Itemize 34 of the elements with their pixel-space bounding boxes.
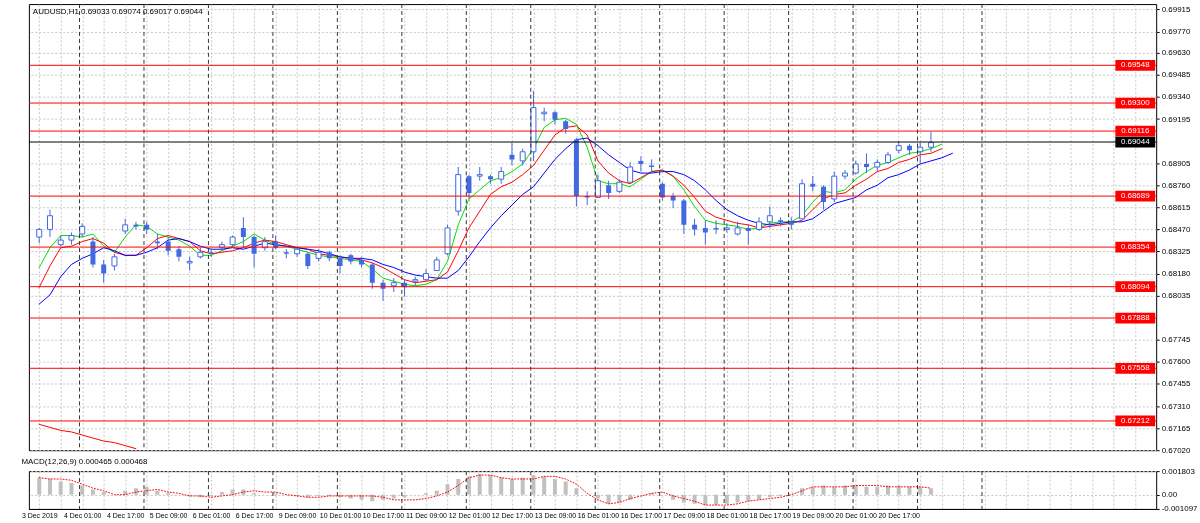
y-tick-label: 0.68470: [1161, 224, 1191, 234]
y-tick-label: 0.67020: [1161, 445, 1191, 455]
y-tick-label: 0.68760: [1161, 180, 1191, 190]
y-tick-label: 0.67455: [1161, 379, 1191, 389]
y-tick-label: 0.69195: [1161, 114, 1191, 124]
ref-line-label: 0.68689: [1120, 191, 1151, 201]
y-tick-label: -0.001097: [1161, 504, 1199, 514]
y-tick-label: 0.69630: [1161, 48, 1191, 58]
y-tick-label: 0.69340: [1161, 92, 1191, 102]
y-tick-label: 0.67745: [1161, 335, 1191, 345]
ref-line-label: 0.69116: [1121, 126, 1150, 136]
y-tick-label: 0.68180: [1161, 269, 1191, 279]
y-tick-label: 0.68905: [1161, 158, 1191, 168]
ref-line-label: 0.68354: [1120, 242, 1151, 252]
y-tick-label: 0.67165: [1161, 423, 1191, 433]
y-tick-label: 0.69915: [1161, 4, 1191, 14]
y-tick-label: 0.69770: [1161, 26, 1191, 36]
y-tick-label: 0.00: [1161, 490, 1178, 500]
ref-line-label: 0.67212: [1120, 415, 1151, 425]
chart-title: MACD(12,26,9) 0.000465 0.000468: [21, 457, 148, 467]
chart-title: AUDUSD,H1 0.69033 0.69074 0.69017 0.69044: [32, 7, 204, 17]
y-tick-label: 0.67600: [1161, 357, 1191, 367]
ref-line-label: 0.67558: [1120, 363, 1151, 373]
y-tick-label: 0.68035: [1161, 291, 1191, 301]
ref-line-label: 0.69548: [1120, 60, 1151, 70]
ref-line-label: 0.68094: [1120, 281, 1151, 291]
y-tick-label: 0.68615: [1161, 202, 1191, 212]
y-tick-label: 0.69485: [1161, 70, 1191, 80]
y-tick-label: 0.67310: [1161, 401, 1191, 411]
ref-line-label: 0.67888: [1120, 313, 1151, 323]
ref-line-label: 0.69044: [1120, 137, 1151, 147]
y-tick-label: 0.68325: [1161, 247, 1191, 256]
ref-line-label: 0.69300: [1120, 98, 1151, 108]
y-tick-label: 0.001803: [1161, 466, 1196, 476]
